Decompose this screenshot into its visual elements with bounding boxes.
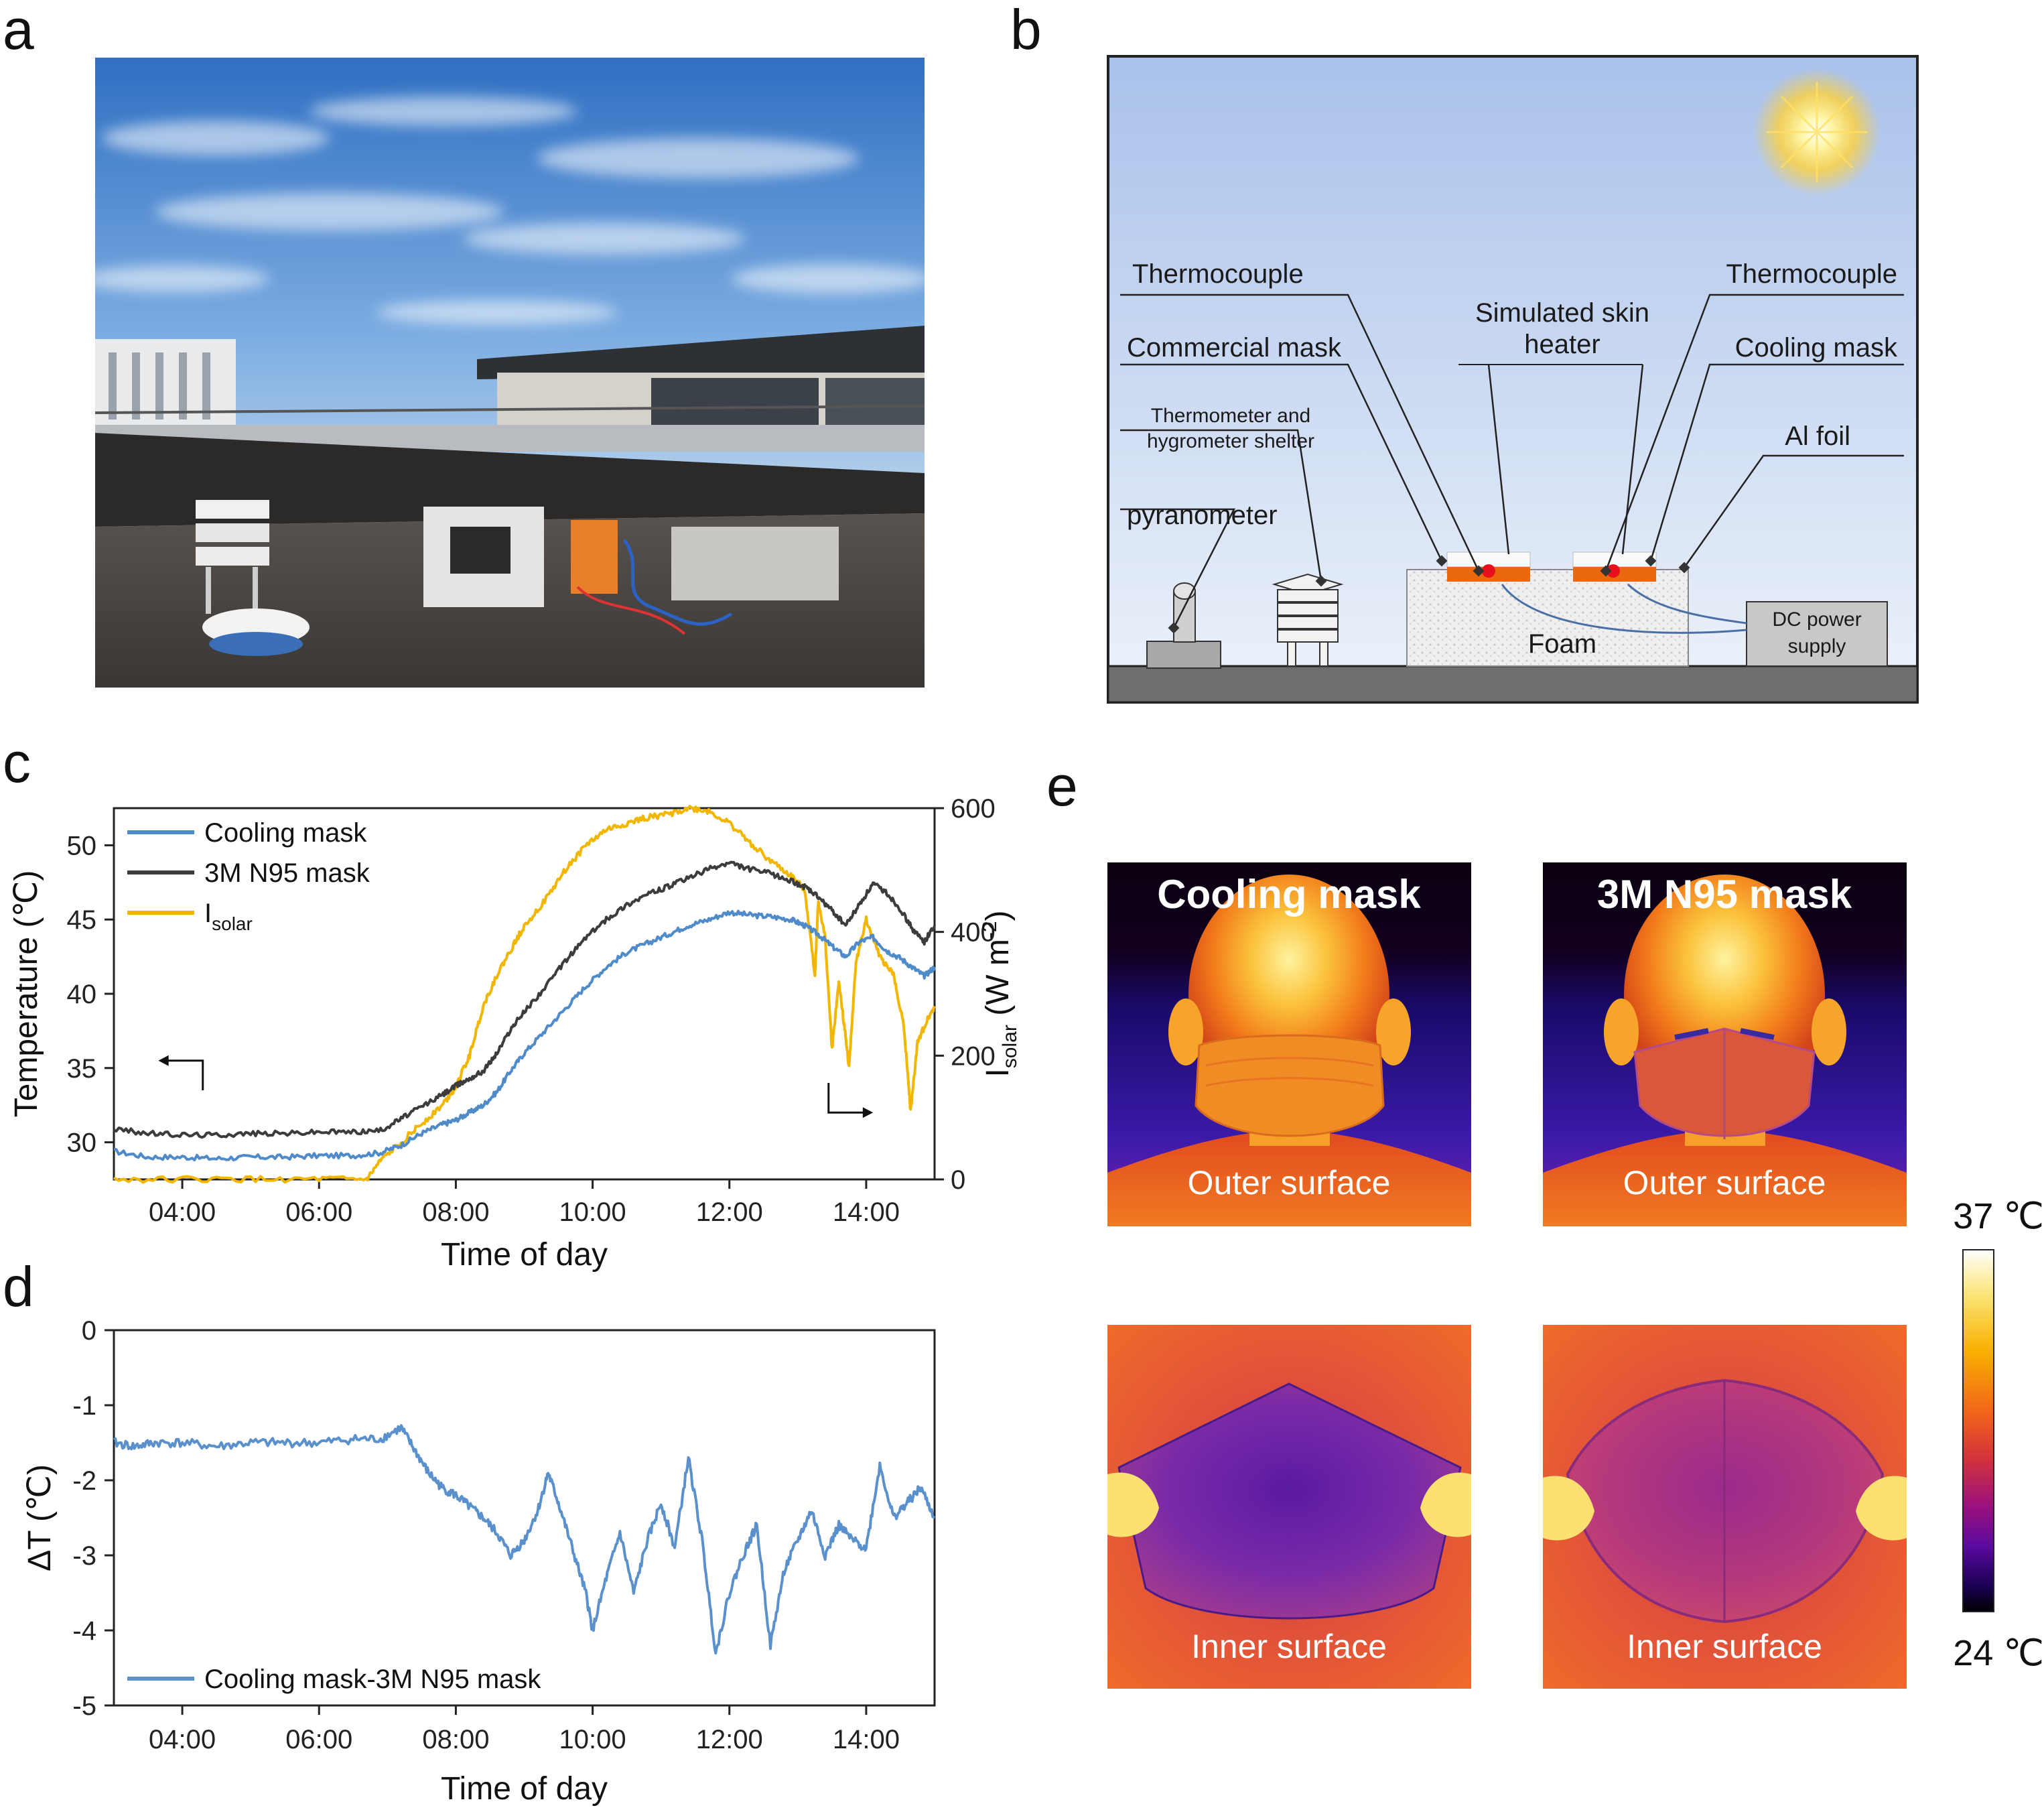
thermocouple-dot-left	[1482, 564, 1495, 578]
label-thermocouple-right: Thermocouple	[1726, 259, 1897, 289]
legend-label-sub: solar	[212, 913, 253, 934]
label-commercial-mask: Commercial mask	[1127, 333, 1342, 363]
x-tick-label: 12:00	[696, 1725, 763, 1754]
legend-label: Isolar	[204, 899, 253, 934]
setup-diagram: Thermocouple Thermocouple Simulated skin…	[1107, 55, 1919, 704]
label-dc-1: DC power	[1772, 608, 1861, 631]
chart-delta-t: 04:00 06:00 08:00 10:00 12:00 14:00 0 -1 -2 -3 -4 -…	[22, 1316, 936, 1807]
thermal-caption-outer-n95: Outer surface	[1623, 1164, 1826, 1202]
y-tick-label: -4	[72, 1616, 96, 1646]
label-cooling-mask: Cooling mask	[1735, 333, 1898, 363]
label-al-foil: Al foil	[1785, 422, 1850, 451]
thermal-images: Cooling mask Outer surface 3M N95 mask O…	[1107, 862, 2044, 1689]
y2-label-main: I	[980, 1068, 1016, 1077]
thermal-caption-inner-n95: Inner surface	[1627, 1628, 1822, 1665]
y2-label-end: )	[980, 911, 1016, 921]
y-tick-label: 35	[67, 1054, 97, 1084]
legend-label: Cooling mask	[204, 818, 367, 848]
arrow-right-head	[862, 1107, 874, 1118]
label-simulated-skin-2: heater	[1524, 330, 1600, 359]
thermal-outer-n95: 3M N95 mask Outer surface	[1543, 862, 1907, 1226]
y2-label-sub: solar	[999, 1025, 1018, 1068]
y-tick-label: 40	[67, 980, 97, 1009]
y2-label-unit: (W m	[980, 939, 1016, 1025]
series-line-cooling	[113, 909, 936, 1162]
series-line-solar	[113, 805, 936, 1184]
thermal-outer-cooling: Cooling mask Outer surface	[1107, 862, 1471, 1226]
y-tick-label: 50	[67, 831, 97, 860]
y2-tick-label: 600	[951, 794, 996, 824]
x-tick-label: 10:00	[559, 1198, 626, 1227]
y2-tick-label: 400	[951, 918, 996, 948]
y2-tick-label: 0	[951, 1165, 965, 1195]
y-tick-label: 0	[82, 1316, 96, 1346]
legend-label: 3M N95 mask	[204, 858, 370, 888]
panel-label-d: d	[3, 1255, 34, 1318]
x-tick-label: 12:00	[696, 1198, 763, 1227]
y-tick-label: -2	[72, 1466, 96, 1496]
x-tick-label: 06:00	[285, 1198, 352, 1227]
plot-frame	[113, 1329, 936, 1707]
y-axis-label: ΔT (℃)	[22, 1464, 58, 1571]
y-tick-label: 45	[67, 905, 97, 935]
rooftop-photo	[95, 58, 925, 688]
foam-block	[1406, 569, 1689, 667]
label-thermometer-2: hygrometer shelter	[1147, 430, 1314, 452]
label-pyranometer: pyranometer	[1127, 501, 1278, 530]
x-tick-label: 10:00	[559, 1725, 626, 1754]
label-simulated-skin-1: Simulated skin	[1475, 298, 1649, 328]
shelter-in-photo	[196, 500, 269, 614]
label-dc-2: supply	[1788, 635, 1846, 657]
chart-temperature-solar: 04:00 06:00 08:00 10:00 12:00 14:00 30 35 40 45 50…	[9, 794, 1018, 1273]
dc-supply-box	[1746, 601, 1888, 667]
arrow-left-axis	[165, 1059, 204, 1091]
x-tick-label: 08:00	[422, 1725, 489, 1754]
colorbar-max-label: 37 ℃	[1953, 1196, 2044, 1236]
legend-label: Cooling mask-3M N95 mask	[204, 1665, 541, 1694]
thermal-inner-n95: Inner surface	[1543, 1325, 1907, 1689]
x-tick-label: 06:00	[285, 1725, 352, 1754]
thermocouple-dot-right	[1607, 564, 1620, 578]
x-tick-label: 04:00	[149, 1198, 216, 1227]
series-line-n95	[113, 860, 936, 1139]
x-tick-label: 14:00	[833, 1198, 900, 1227]
arrow-left-head	[158, 1055, 169, 1066]
panel-label-e: e	[1046, 755, 1078, 818]
y2-tick-label: 200	[951, 1041, 996, 1071]
x-tick-label: 08:00	[422, 1198, 489, 1227]
thermal-inner-cooling: Inner surface	[1107, 1325, 1471, 1689]
arrow-right-axis	[827, 1082, 866, 1114]
y2-axis-label: Isolar (W m-2)	[979, 911, 1018, 1078]
series-line-delta	[113, 1424, 935, 1655]
panel-label-b: b	[1010, 0, 1042, 61]
x-axis-label: Time of day	[441, 1771, 608, 1807]
thermal-title-cooling: Cooling mask	[1157, 872, 1421, 917]
colorbar	[1962, 1249, 1994, 1612]
x-tick-label: 04:00	[149, 1725, 216, 1754]
thermal-caption-inner-cooling: Inner surface	[1191, 1628, 1387, 1665]
colorbar-min-label: 24 ℃	[1953, 1633, 2044, 1673]
label-foam: Foam	[1528, 629, 1596, 659]
y2-label-sup: -2	[979, 921, 1001, 939]
thermal-caption-outer-cooling: Outer surface	[1188, 1164, 1391, 1202]
x-axis-label: Time of day	[441, 1237, 608, 1273]
panel-label-a: a	[3, 0, 34, 61]
y-tick-label: -1	[72, 1391, 96, 1421]
x-tick-label: 14:00	[833, 1725, 900, 1754]
y-tick-label: -3	[72, 1541, 96, 1571]
thermal-title-n95: 3M N95 mask	[1597, 872, 1852, 917]
label-thermometer-1: Thermometer and	[1151, 405, 1310, 427]
y-tick-label: -5	[72, 1691, 96, 1721]
panel-label-c: c	[3, 731, 31, 794]
y-tick-label: 30	[67, 1128, 97, 1158]
label-thermocouple-left: Thermocouple	[1132, 259, 1304, 289]
pyranometer-base	[1146, 641, 1221, 669]
y-axis-label: Temperature (℃)	[9, 870, 44, 1118]
